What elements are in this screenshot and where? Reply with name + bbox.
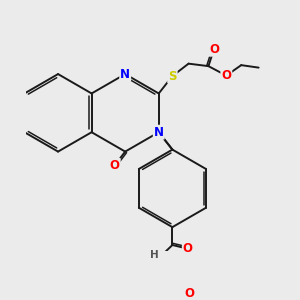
Text: O: O — [183, 242, 193, 255]
Text: N: N — [120, 68, 130, 81]
Text: O: O — [221, 69, 231, 82]
Text: H: H — [150, 250, 159, 260]
Text: O: O — [209, 43, 219, 56]
Text: O: O — [184, 287, 194, 300]
Text: S: S — [168, 70, 177, 83]
Text: O: O — [110, 159, 120, 172]
Text: N: N — [154, 126, 164, 139]
